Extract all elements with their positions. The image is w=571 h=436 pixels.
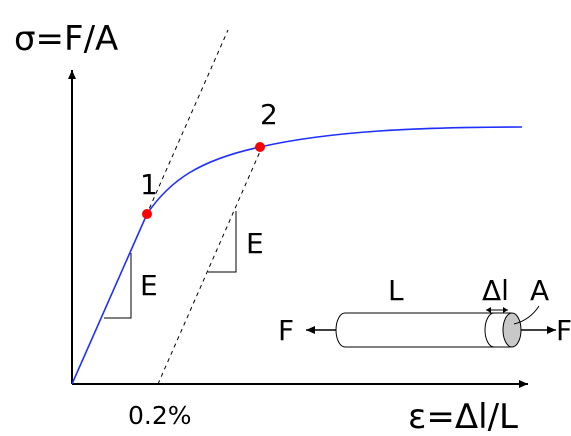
point-2-label: 2 [260,98,278,131]
force-label-right: F [556,314,571,347]
offset-label: 0.2% [128,401,192,430]
length-label: L [388,274,404,307]
force-label-left: F [278,314,294,347]
x-axis-label: ε=Δl/L [408,397,518,436]
point-1-marker [142,209,152,219]
modulus-label-upper: E [246,227,264,260]
specimen-illustration: F F L Δl A [278,274,571,348]
area-label: A [530,274,549,307]
y-axis-label: σ=F/A [14,19,118,59]
specimen-body [335,312,495,348]
area-pointer [513,305,540,325]
modulus-label-lower: E [140,269,158,302]
offset-dashed-line [157,146,263,385]
modulus-triangle-lower [104,253,132,319]
point-1-label: 1 [140,168,158,201]
elongation-label: Δl [482,274,509,307]
modulus-triangle-upper [208,211,237,273]
stress-strain-curve [71,126,523,385]
point-2-marker [255,142,265,152]
specimen-cross-section-area [502,312,522,348]
